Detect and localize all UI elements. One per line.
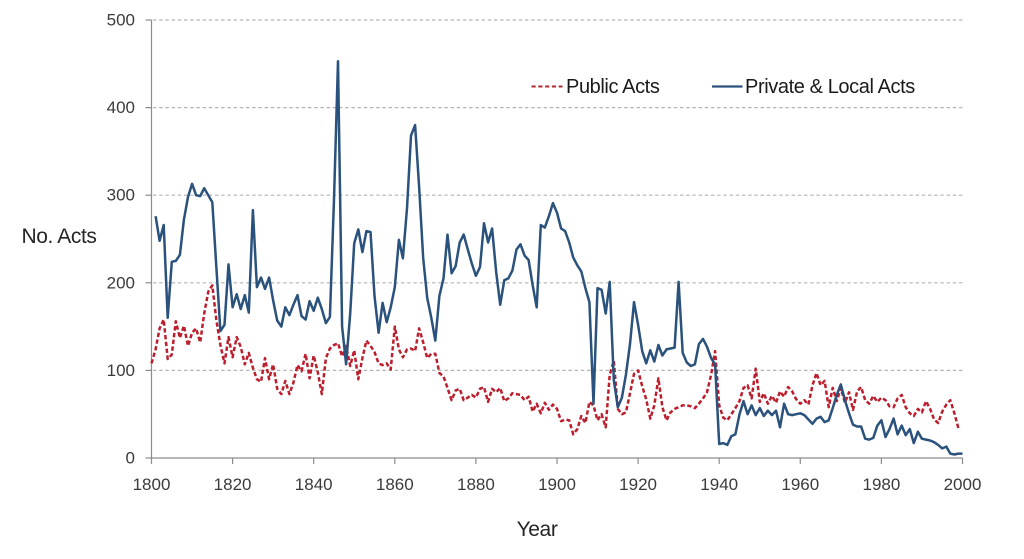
svg-text:1980: 1980 [862,475,900,494]
svg-text:1840: 1840 [295,475,333,494]
svg-text:1800: 1800 [133,475,171,494]
svg-text:1820: 1820 [214,475,252,494]
svg-text:1920: 1920 [619,475,657,494]
svg-text:0: 0 [126,449,135,468]
svg-text:Year: Year [517,518,558,541]
svg-text:300: 300 [107,186,135,205]
svg-text:1860: 1860 [376,475,414,494]
svg-text:1940: 1940 [700,475,738,494]
svg-text:1880: 1880 [457,475,495,494]
svg-text:400: 400 [107,98,135,117]
svg-text:200: 200 [107,273,135,292]
svg-text:100: 100 [107,361,135,380]
svg-text:1960: 1960 [781,475,819,494]
svg-text:2000: 2000 [944,475,982,494]
svg-text:Private & Local Acts: Private & Local Acts [745,76,915,98]
svg-text:No. Acts: No. Acts [22,225,97,248]
svg-text:500: 500 [107,11,135,30]
svg-text:Public Acts: Public Acts [566,76,660,98]
svg-text:1900: 1900 [538,475,576,494]
